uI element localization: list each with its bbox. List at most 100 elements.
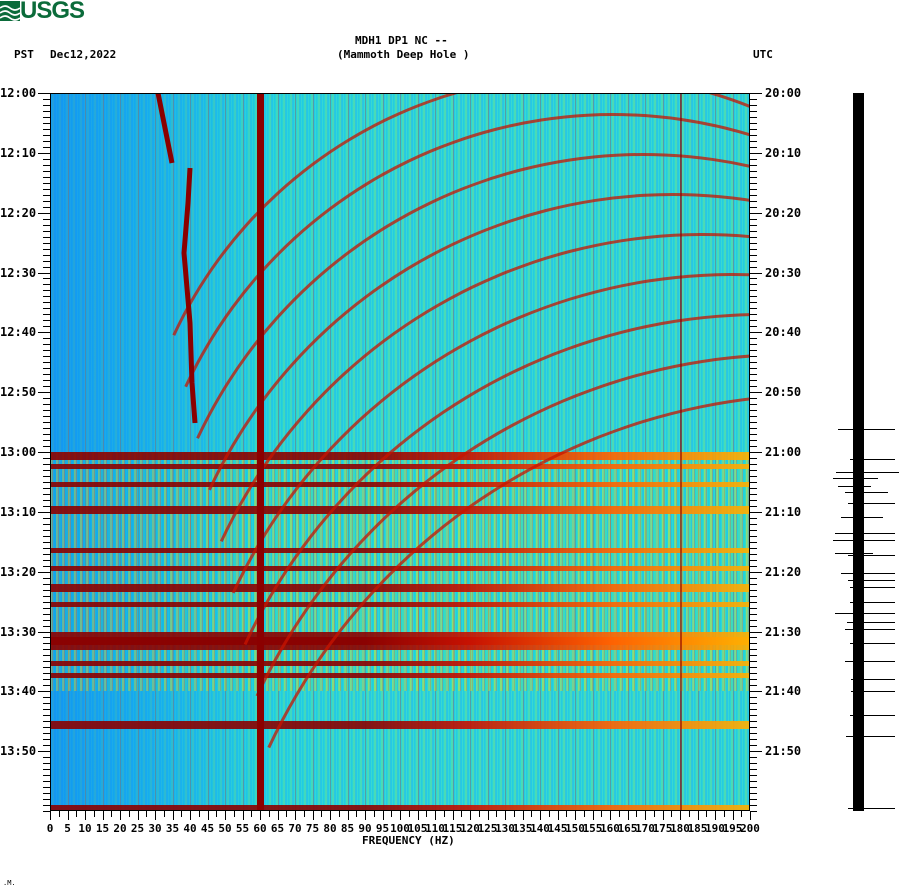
- x-tick: [478, 811, 480, 817]
- seismogram-trace: [833, 93, 899, 811]
- y-tick: [38, 691, 50, 693]
- y-tick: [43, 715, 50, 717]
- y-tick: [750, 643, 757, 645]
- y-tick: [43, 475, 50, 477]
- x-tick: [233, 811, 235, 817]
- energy-band: [50, 463, 750, 469]
- y-tick: [43, 386, 50, 388]
- y-tick: [43, 775, 50, 777]
- x-tick: [671, 811, 673, 817]
- x-tick: [382, 811, 384, 820]
- x-tick: [181, 811, 183, 817]
- y-tick: [750, 446, 757, 448]
- x-tick: [216, 811, 218, 817]
- x-tick: [242, 811, 244, 820]
- y-tick: [750, 763, 757, 765]
- y-tick: [43, 583, 50, 585]
- x-tick: [356, 811, 358, 817]
- y-tick: [750, 535, 757, 537]
- pst-tick-label: 13:00: [0, 445, 37, 459]
- x-tick: [697, 811, 699, 820]
- y-tick: [38, 511, 50, 513]
- y-tick: [750, 158, 757, 160]
- y-tick: [750, 212, 762, 214]
- y-tick: [43, 787, 50, 789]
- y-tick: [750, 475, 757, 477]
- y-tick: [43, 541, 50, 543]
- energy-band: [50, 565, 750, 571]
- y-tick: [750, 625, 757, 627]
- y-tick: [750, 404, 757, 406]
- y-tick: [750, 266, 757, 268]
- x-tick: [50, 811, 51, 820]
- x-tick: [426, 811, 428, 817]
- y-tick: [750, 314, 757, 316]
- frequency-tick-label: 35: [165, 822, 180, 835]
- usgs-wave-icon: [0, 1, 20, 21]
- y-tick: [43, 577, 50, 579]
- frequency-tick-label: 170: [635, 822, 655, 835]
- seismogram-spike: [845, 661, 895, 662]
- y-tick: [43, 553, 50, 555]
- frequency-tick-label: 65: [270, 822, 285, 835]
- y-tick: [43, 529, 50, 531]
- y-tick: [43, 218, 50, 220]
- energy-band: [50, 547, 750, 553]
- y-tick: [750, 338, 757, 340]
- x-tick: [277, 811, 279, 820]
- seismogram-spike: [850, 643, 895, 644]
- y-tick: [750, 242, 757, 244]
- y-tick: [750, 757, 757, 759]
- y-tick: [38, 272, 50, 274]
- y-tick: [750, 410, 757, 412]
- y-tick: [750, 164, 757, 166]
- x-tick: [347, 811, 349, 820]
- x-tick: [522, 811, 524, 820]
- frequency-tick-label: 185: [687, 822, 708, 835]
- x-tick: [435, 811, 436, 820]
- x-tick: [295, 811, 296, 820]
- y-tick: [43, 164, 50, 166]
- y-tick: [43, 134, 50, 136]
- y-tick: [43, 194, 50, 196]
- y-tick: [750, 481, 757, 483]
- y-tick: [43, 374, 50, 376]
- y-tick: [750, 284, 757, 286]
- y-tick: [750, 362, 757, 364]
- y-tick: [750, 230, 757, 232]
- y-tick: [750, 811, 757, 812]
- frequency-tick-label: 20: [113, 822, 127, 835]
- y-tick: [750, 565, 757, 567]
- y-tick: [43, 266, 50, 268]
- y-tick: [43, 170, 50, 172]
- utc-tick-label: 20:00: [765, 86, 802, 100]
- frequency-tick-label: 160: [600, 822, 620, 835]
- x-tick: [373, 811, 375, 817]
- y-tick: [43, 350, 50, 352]
- y-tick: [43, 314, 50, 316]
- y-tick: [750, 649, 757, 651]
- y-tick: [43, 613, 50, 615]
- pst-tick-label: 13:50: [0, 744, 37, 759]
- x-tick: [146, 811, 148, 817]
- frequency-tick-label: 55: [235, 822, 250, 835]
- y-tick: [750, 416, 757, 418]
- frequency-tick-label: 25: [130, 822, 145, 835]
- y-tick: [43, 398, 50, 400]
- frequency-tick-label: 15: [95, 822, 110, 835]
- y-tick: [750, 356, 757, 358]
- frequency-tick-label: 5: [64, 822, 71, 835]
- y-tick: [750, 553, 757, 555]
- y-tick: [750, 200, 757, 202]
- x-tick: [750, 811, 751, 820]
- y-tick: [43, 308, 50, 310]
- y-tick: [750, 715, 757, 717]
- plot-border: [50, 93, 750, 811]
- frequency-tick-label: 110: [425, 822, 445, 835]
- frequency-tick-label: 165: [617, 822, 638, 835]
- pst-tick-label: 12:00: [0, 86, 37, 100]
- seismogram-spike: [841, 517, 883, 518]
- frequency-tick-label: 80: [323, 822, 337, 835]
- y-tick: [750, 493, 757, 495]
- y-tick: [43, 793, 50, 795]
